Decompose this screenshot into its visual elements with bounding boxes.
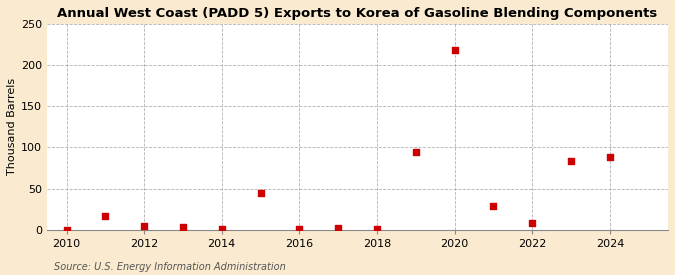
Point: [100, 214, 111, 218]
Point: [566, 158, 576, 163]
Y-axis label: Thousand Barrels: Thousand Barrels: [7, 78, 17, 175]
Point: [526, 221, 537, 226]
Point: [410, 149, 421, 154]
Point: [371, 227, 382, 231]
Point: [178, 225, 188, 230]
Title: Annual West Coast (PADD 5) Exports to Korea of Gasoline Blending Components: Annual West Coast (PADD 5) Exports to Ko…: [57, 7, 657, 20]
Point: [61, 228, 72, 232]
Point: [604, 155, 615, 160]
Point: [255, 191, 266, 195]
Point: [294, 227, 304, 231]
Text: Source: U.S. Energy Information Administration: Source: U.S. Energy Information Administ…: [54, 262, 286, 272]
Point: [488, 204, 499, 208]
Point: [139, 224, 150, 228]
Point: [217, 227, 227, 231]
Point: [449, 48, 460, 53]
Point: [333, 226, 344, 230]
